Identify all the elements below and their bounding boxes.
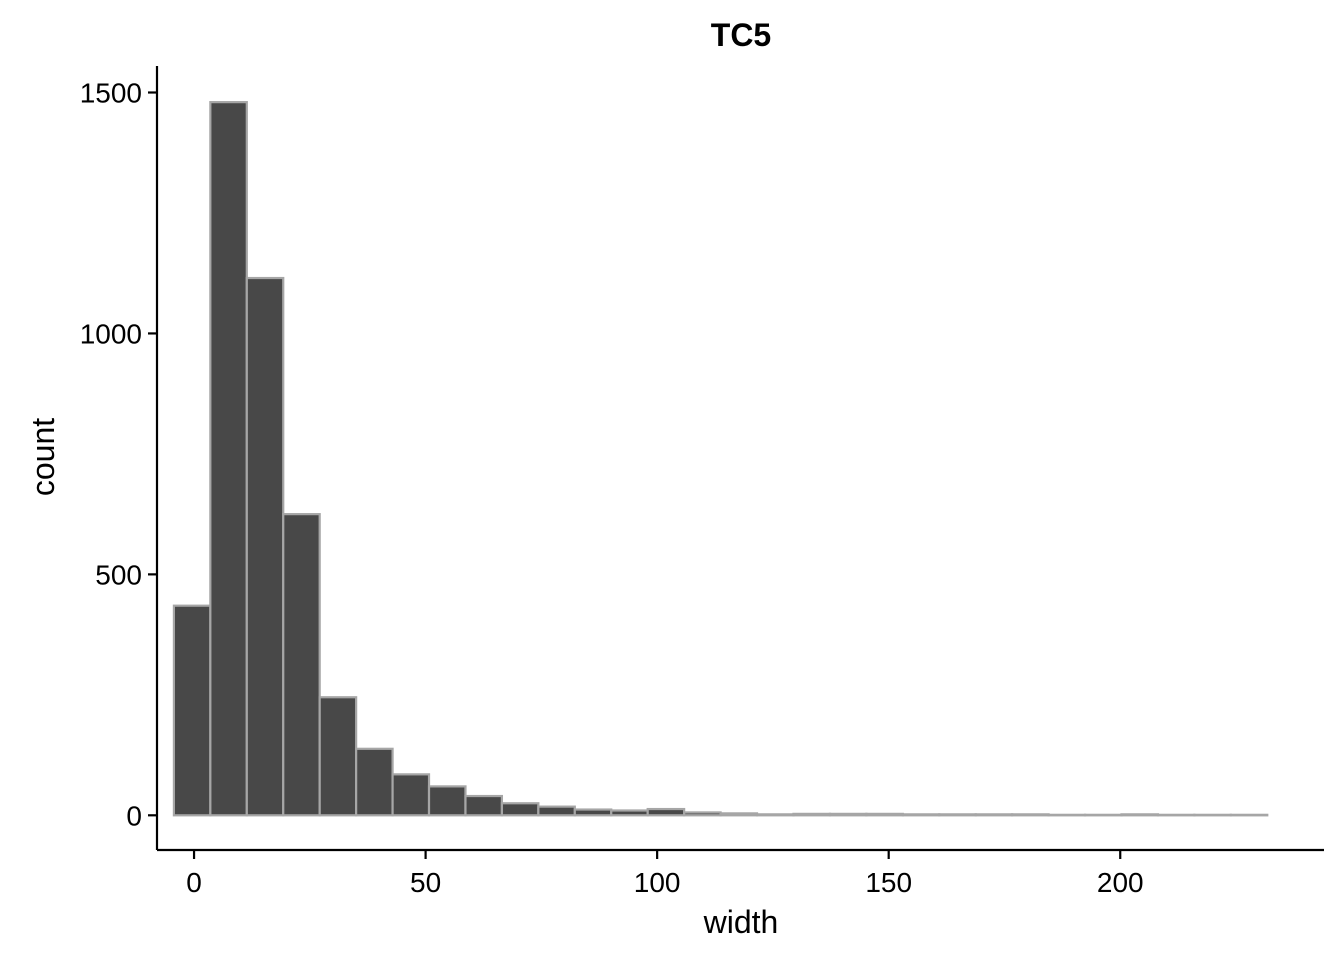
histogram-bar [464, 794, 504, 817]
histogram-bar [1120, 813, 1160, 817]
y-tick-label: 500 [95, 559, 142, 590]
histogram-bar [1229, 813, 1269, 817]
histogram-bar [683, 811, 722, 817]
histogram-bar [938, 813, 977, 817]
bars-group [172, 101, 1269, 817]
histogram-bar [209, 101, 248, 817]
histogram-bar [537, 805, 576, 817]
histogram-bar [245, 276, 285, 817]
chart-title: TC5 [711, 17, 771, 53]
histogram-bar [646, 807, 686, 817]
histogram-bar [865, 812, 904, 817]
histogram-bar [355, 747, 394, 817]
x-tick-label: 0 [186, 867, 202, 898]
histogram-bar [1083, 813, 1123, 817]
histogram-bar [901, 813, 941, 817]
x-tick-label: 100 [634, 867, 681, 898]
histogram-bar [1011, 813, 1050, 817]
histogram-bar [755, 813, 795, 817]
histogram-bar [610, 809, 649, 817]
histogram-bar [172, 604, 212, 817]
y-tick-label: 1000 [80, 318, 142, 349]
x-axis-label: width [703, 904, 779, 940]
y-tick-label: 1500 [80, 78, 142, 109]
x-ticks-group: 0 50 100 150 200 [186, 850, 1144, 898]
y-axis-label: count [25, 418, 61, 496]
histogram-bar [573, 808, 613, 817]
x-tick-label: 50 [410, 867, 441, 898]
histogram-bar [1193, 813, 1232, 817]
histogram-bar [792, 812, 832, 817]
histogram-bar [391, 773, 431, 817]
histogram-bar [1047, 813, 1087, 817]
histogram-bar [828, 812, 868, 817]
histogram-bar [974, 813, 1014, 817]
histogram-bar [500, 802, 540, 817]
x-tick-label: 150 [865, 867, 912, 898]
histogram-bar [427, 785, 467, 817]
histogram-bar [1156, 813, 1196, 817]
histogram-bar [282, 513, 321, 817]
y-tick-label: 0 [126, 800, 142, 831]
y-ticks-group: 0 500 1000 1500 [80, 78, 157, 831]
histogram-bar [719, 812, 759, 817]
x-tick-label: 200 [1097, 867, 1144, 898]
histogram-bar [318, 696, 358, 817]
